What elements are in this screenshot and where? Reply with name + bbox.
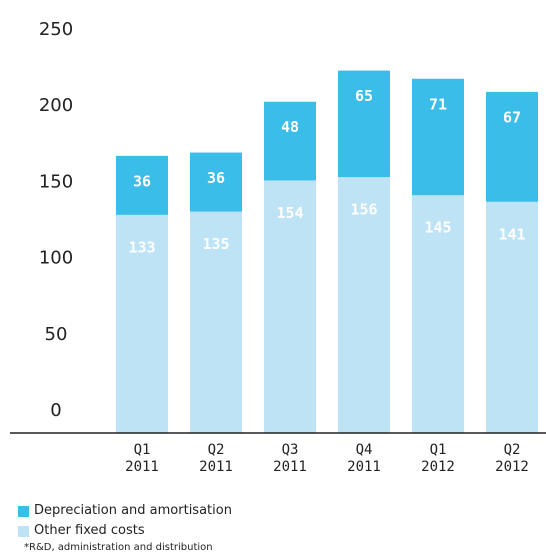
bar-segment	[116, 155, 168, 215]
value-label: 135	[202, 235, 229, 253]
value-label: 36	[133, 172, 151, 190]
bar-segment	[264, 180, 316, 433]
value-label: 133	[128, 238, 155, 256]
value-label: 65	[355, 87, 373, 105]
value-label: 67	[503, 108, 521, 126]
bar-segment	[338, 70, 390, 178]
x-tick-label: Q1 2011	[125, 442, 159, 475]
bar-segment	[190, 152, 242, 212]
value-label: 48	[281, 118, 299, 136]
value-label: 156	[350, 201, 377, 219]
y-tick-label: 250	[39, 19, 73, 40]
value-label: 71	[429, 95, 447, 113]
value-label: 141	[498, 225, 525, 243]
x-tick-label: Q1 2012	[421, 442, 455, 475]
y-tick-label: 0	[50, 400, 61, 421]
x-tick-label: Q2 2011	[199, 442, 233, 475]
bar-segment	[412, 195, 464, 433]
y-tick-label: 100	[39, 248, 73, 269]
bar-segment	[116, 214, 168, 433]
x-tick-label: Q4 2011	[347, 442, 381, 475]
value-label: 154	[276, 204, 303, 222]
x-tick-label: Q3 2011	[273, 442, 307, 475]
legend-swatch	[18, 506, 29, 517]
y-tick-label: 200	[39, 95, 73, 116]
bar-segment	[486, 91, 538, 202]
legend-label: Other fixed costs	[34, 523, 145, 538]
y-tick-label: 150	[39, 171, 73, 192]
footnote: *R&D, administration and distribution	[24, 542, 213, 553]
bar-segment	[412, 78, 464, 196]
x-tick-label: Q2 2012	[495, 442, 529, 475]
bar-segment	[338, 177, 390, 433]
bar-segment	[190, 211, 242, 433]
value-label: 36	[207, 169, 225, 187]
legend-swatch	[18, 526, 29, 537]
value-label: 145	[424, 219, 451, 237]
bar-segment	[486, 201, 538, 433]
y-tick-label: 50	[45, 324, 68, 345]
legend-label: Depreciation and amortisation	[34, 503, 232, 518]
bar-segment	[264, 101, 316, 181]
